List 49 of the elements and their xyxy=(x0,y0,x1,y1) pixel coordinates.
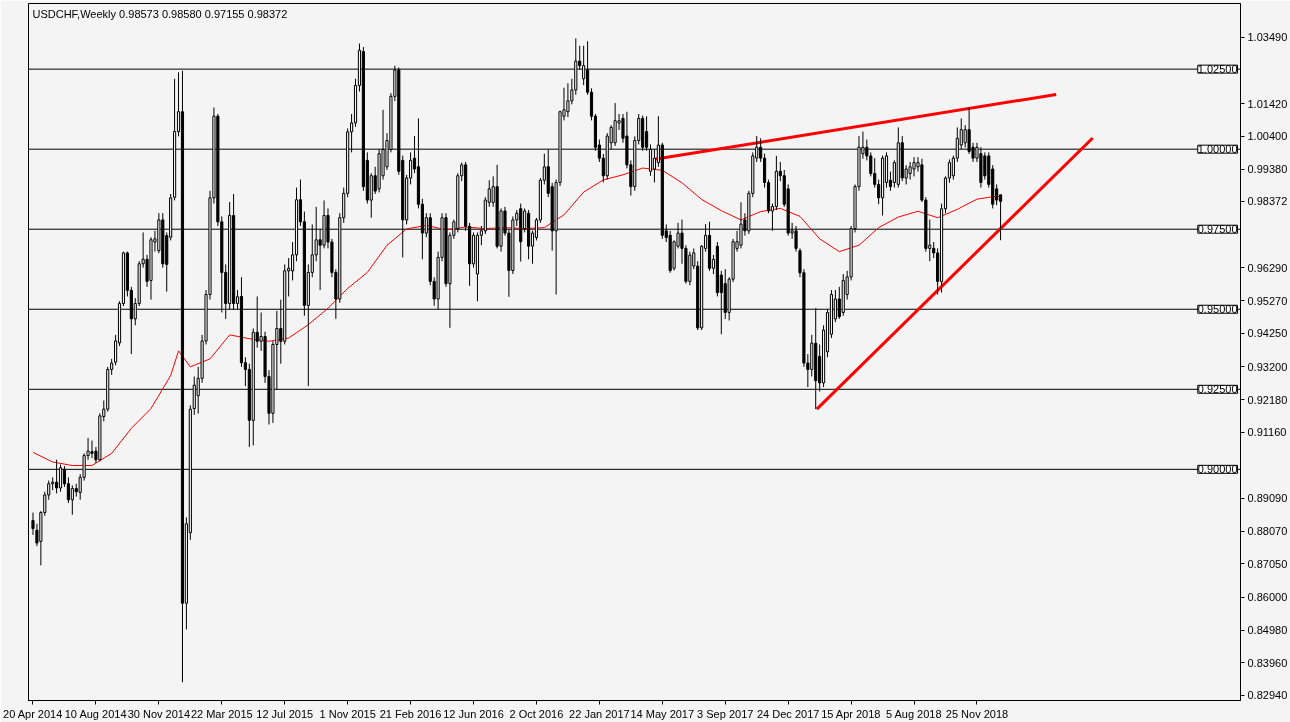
x-tick-label: 22 Jan 2017 xyxy=(569,707,630,720)
ref-line-label: 0.97500 xyxy=(1197,223,1238,236)
x-tick-label: 30 Nov 2014 xyxy=(127,707,191,720)
y-tick-label: 0.99380 xyxy=(1247,163,1288,176)
candlestick xyxy=(912,156,916,177)
x-tick-label: 12 Jun 2016 xyxy=(443,707,504,720)
ref-line-label: 0.90000 xyxy=(1197,463,1238,476)
x-tick-label: 21 Feb 2016 xyxy=(379,707,442,720)
candlestick xyxy=(90,440,94,459)
y-tick-label: 0.84980 xyxy=(1247,624,1288,637)
y-tick-label: 0.95270 xyxy=(1247,294,1288,307)
x-tick-label: 1 Nov 2015 xyxy=(319,707,376,720)
y-tick-label: 1.01420 xyxy=(1247,97,1288,110)
x-tick-label: 20 Apr 2014 xyxy=(3,707,63,720)
y-tick-label: 1.03490 xyxy=(1247,31,1288,44)
line-series xyxy=(32,167,1002,466)
x-tick-label: 22 Mar 2015 xyxy=(190,707,253,720)
candlestick xyxy=(908,161,912,181)
x-tick-label: 3 Sep 2017 xyxy=(697,707,754,720)
y-tick-label: 0.92180 xyxy=(1247,393,1288,406)
x-tick-label: 25 Nov 2018 xyxy=(945,707,1009,720)
x-tick-label: 5 Aug 2018 xyxy=(885,707,942,720)
y-tick-label: 0.82940 xyxy=(1247,689,1288,702)
ref-line-label: 0.92500 xyxy=(1197,383,1238,396)
y-tick-label: 0.94250 xyxy=(1247,327,1288,340)
chart-title: USDCHF,Weekly 0.98573 0.98580 0.97155 0.98372 xyxy=(32,7,288,20)
y-tick-label: 0.87050 xyxy=(1247,557,1288,570)
y-tick-label: 0.88070 xyxy=(1247,525,1288,538)
candlestick xyxy=(566,82,570,118)
ref-line-label: 0.95000 xyxy=(1197,303,1238,316)
y-tick-label: 0.83960 xyxy=(1247,656,1288,669)
x-tick-label: 10 Aug 2014 xyxy=(64,707,127,720)
ref-line-label: 1.00000 xyxy=(1197,143,1238,156)
ref-line-label: 1.02500 xyxy=(1197,63,1238,76)
x-tick-label: 12 Jul 2015 xyxy=(256,707,314,720)
x-tick-label: 2 Oct 2016 xyxy=(509,707,564,720)
y-tick-label: 0.93200 xyxy=(1247,360,1288,373)
y-tick-label: 1.00400 xyxy=(1247,130,1288,143)
candlestick xyxy=(613,102,617,147)
candlestick xyxy=(70,484,74,516)
y-tick-label: 0.98372 xyxy=(1247,195,1288,208)
x-tick-label: 14 May 2017 xyxy=(630,707,695,720)
y-tick-label: 0.96290 xyxy=(1247,261,1288,274)
y-tick-label: 0.86000 xyxy=(1247,591,1288,604)
x-tick-label: 15 Apr 2018 xyxy=(821,707,881,720)
candlestick xyxy=(983,151,987,181)
x-tick-label: 24 Dec 2017 xyxy=(756,707,820,720)
y-tick-label: 0.89090 xyxy=(1247,492,1288,505)
y-tick-label: 0.91160 xyxy=(1247,426,1287,439)
